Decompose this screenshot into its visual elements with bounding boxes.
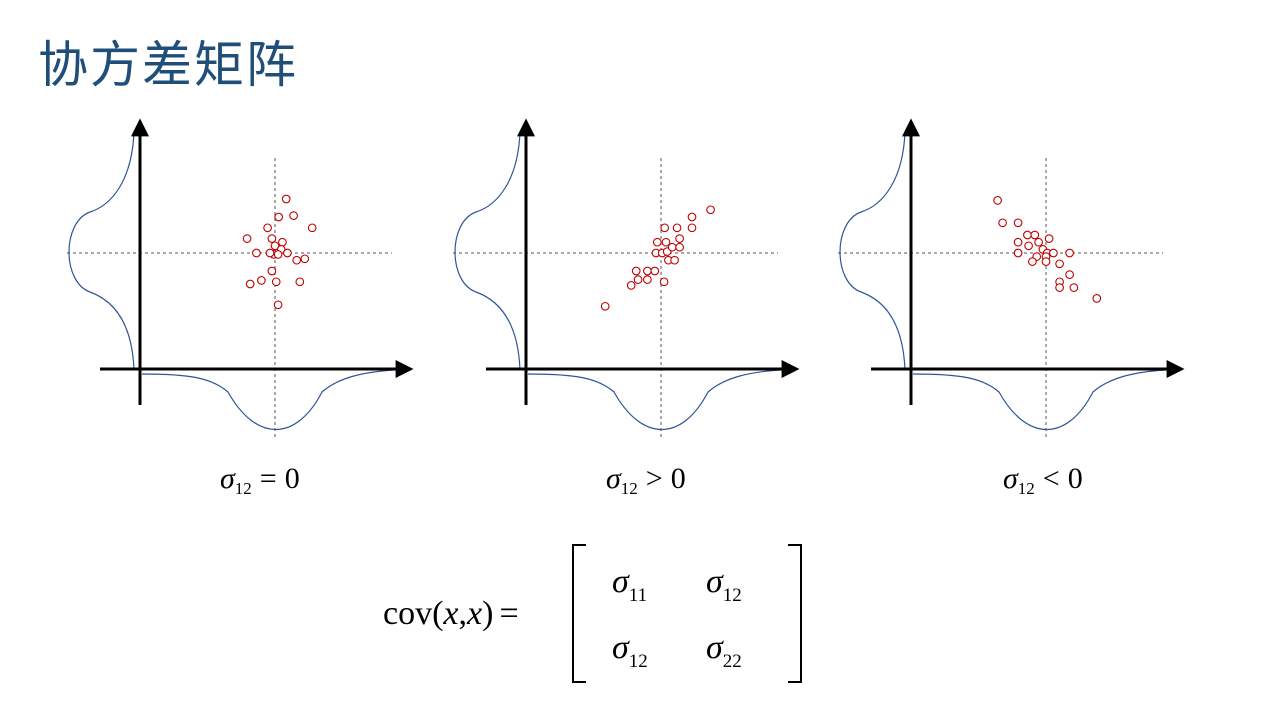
matrix-entry-r2c2: σ22 (706, 629, 742, 672)
caption-positive-relation: > (646, 462, 663, 495)
data-point (1023, 230, 1032, 240)
data-point (650, 266, 660, 276)
caption-zero-symbol: σ (220, 462, 236, 495)
data-point (652, 237, 662, 247)
matrix-left-bracket (572, 544, 586, 683)
data-point (1044, 234, 1054, 243)
data-point (245, 279, 255, 289)
caption-negative-symbol: σ (1003, 462, 1019, 495)
marginal-density-y (68, 131, 135, 371)
formula-close-paren: ) (482, 595, 493, 632)
data-point (670, 255, 679, 265)
matrix-entry-r1c1: σ11 (612, 563, 647, 606)
caption-zero-relation: = (260, 462, 277, 495)
data-point (1055, 259, 1064, 269)
data-point (283, 248, 292, 258)
caption-zero-sub: 12 (235, 479, 252, 498)
data-point (633, 275, 643, 284)
data-point (675, 242, 684, 252)
data-point (660, 223, 670, 233)
data-point (643, 275, 652, 284)
data-point (267, 234, 277, 243)
data-point (1013, 237, 1023, 247)
data-point (1069, 283, 1079, 292)
data-point (1065, 248, 1074, 258)
formula-lhs: cov(x,x) = (383, 595, 519, 632)
caption-negative-rhs: 0 (1068, 462, 1083, 495)
data-point (993, 196, 1002, 205)
data-point (687, 223, 697, 233)
caption-positive: σ12 >0 (606, 462, 686, 498)
data-point (1028, 257, 1037, 266)
formula-comma: , (459, 595, 468, 632)
scatter-panel-positive-covariance (453, 118, 800, 438)
scatter-panel-zero-covariance (67, 118, 414, 438)
data-point (659, 277, 669, 287)
data-point (1030, 230, 1040, 240)
formula-var2: x (466, 595, 482, 632)
data-point (1041, 257, 1051, 266)
data-point (300, 254, 310, 264)
marginal-density-x (141, 369, 395, 430)
caption-negative: σ12 <0 (1003, 462, 1083, 498)
data-point (1055, 283, 1064, 292)
data-point (267, 266, 277, 276)
data-point (672, 223, 682, 233)
matrix-right-bracket (788, 544, 802, 683)
data-point (661, 237, 671, 247)
data-point (292, 255, 302, 265)
data-point (1013, 248, 1023, 258)
marginal-density-y (839, 131, 906, 371)
matrix-entry-r2c1: σ12 (612, 629, 648, 672)
data-point (289, 211, 298, 220)
caption-zero-rhs: 0 (285, 462, 300, 495)
marginal-density-x (527, 369, 781, 430)
data-point (295, 277, 305, 287)
data-point (252, 248, 261, 258)
data-point (1065, 270, 1074, 279)
caption-negative-sub: 12 (1018, 479, 1035, 498)
data-point (600, 301, 610, 311)
data-point (1092, 294, 1102, 303)
data-point (626, 281, 636, 290)
slide-title: 协方差矩阵 (38, 36, 298, 94)
data-point (1024, 241, 1033, 251)
data-point (1013, 218, 1023, 228)
data-point (263, 223, 272, 233)
matrix-entry-r1c2: σ12 (706, 563, 742, 606)
formula-equals: = (499, 595, 518, 632)
formula-open-paren: ( (432, 595, 443, 632)
data-point (278, 237, 287, 247)
data-point (631, 266, 641, 276)
caption-zero: σ12 = 0 (220, 462, 300, 498)
caption-positive-rhs: 0 (671, 462, 686, 495)
caption-positive-sub: 12 (621, 479, 638, 498)
data-point (307, 223, 317, 233)
formula-cov: cov (383, 595, 432, 632)
data-point (1049, 248, 1058, 258)
caption-positive-symbol: σ (606, 462, 622, 495)
data-point (998, 218, 1007, 228)
marginal-density-y (454, 131, 521, 371)
data-point (706, 205, 715, 215)
data-point (271, 277, 281, 287)
data-point (265, 248, 275, 258)
data-point (1034, 237, 1043, 247)
data-point (281, 194, 291, 204)
caption-negative-relation: < (1043, 462, 1060, 495)
marginal-density-x (912, 369, 1166, 430)
data-point (273, 300, 283, 310)
data-point (643, 266, 652, 276)
data-point (257, 276, 266, 285)
data-point (687, 212, 697, 222)
scatter-panel-negative-covariance (838, 118, 1185, 438)
data-point (242, 234, 252, 243)
data-point (675, 234, 684, 243)
data-point (273, 250, 283, 259)
data-point (274, 212, 284, 222)
formula-var1: x (442, 595, 458, 632)
